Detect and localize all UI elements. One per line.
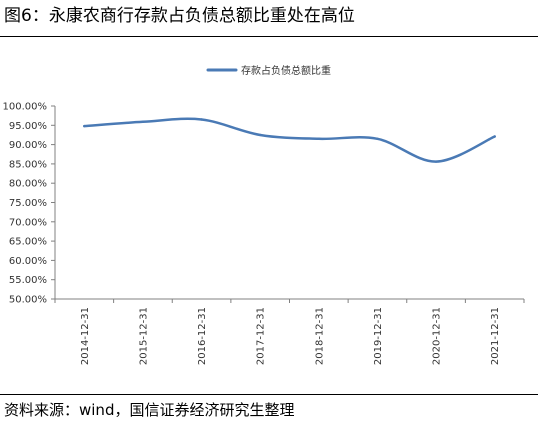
top-rule <box>0 36 538 37</box>
y-tick-label: 75.00% <box>9 198 47 209</box>
bottom-rule <box>0 394 538 395</box>
figure-title: 图6：永康农商行存款占负债总额比重处在高位 <box>4 6 355 26</box>
series-line <box>83 117 496 163</box>
x-tick-label: 2018-12-31 <box>314 307 325 365</box>
x-tick-label: 2017-12-31 <box>256 307 267 365</box>
x-tick-label: 2021-12-31 <box>490 307 501 365</box>
line-chart: 存款占负债总额比重 100.00% 95.00% 90.00% 85.00% 80.00… <box>3 64 525 365</box>
y-tick-label: 60.00% <box>9 256 47 267</box>
y-tick-label: 95.00% <box>9 121 47 132</box>
x-tick-label: 2015-12-31 <box>138 307 149 365</box>
series-layer <box>83 117 496 163</box>
y-tick-label: 55.00% <box>9 275 47 286</box>
data-point <box>141 120 145 124</box>
data-point <box>258 133 262 137</box>
data-point <box>317 137 321 141</box>
legend: 存款占负债总额比重 <box>206 64 331 77</box>
source-note: 资料来源：wind，国信证券经济研究生整理 <box>4 401 295 419</box>
x-axis: 2014-12-31 2015-12-31 2016-12-31 2017-12-31… <box>54 298 525 365</box>
data-point <box>83 124 86 128</box>
x-tick-label: 2019-12-31 <box>373 307 384 365</box>
y-axis: 100.00% 95.00% 90.00% 85.00% 80.00% 75.00% 70.… <box>3 102 56 306</box>
y-tick-label: 100.00% <box>3 102 48 113</box>
y-tick-label: 50.00% <box>9 295 47 306</box>
data-point <box>200 118 203 121</box>
legend-label: 存款占负债总额比重 <box>241 64 331 77</box>
y-tick-label: 70.00% <box>9 217 47 228</box>
x-tick-label: 2020-12-31 <box>432 307 443 365</box>
y-tick-label: 65.00% <box>9 237 47 248</box>
x-tick-label: 2014-12-31 <box>80 307 91 365</box>
data-point <box>493 135 496 138</box>
y-tick-label: 90.00% <box>9 140 47 151</box>
x-tick-label: 2016-12-31 <box>197 307 208 365</box>
data-point <box>434 160 438 163</box>
y-tick-label: 85.00% <box>9 159 47 170</box>
data-point <box>376 137 379 141</box>
y-tick-label: 80.00% <box>9 179 47 190</box>
